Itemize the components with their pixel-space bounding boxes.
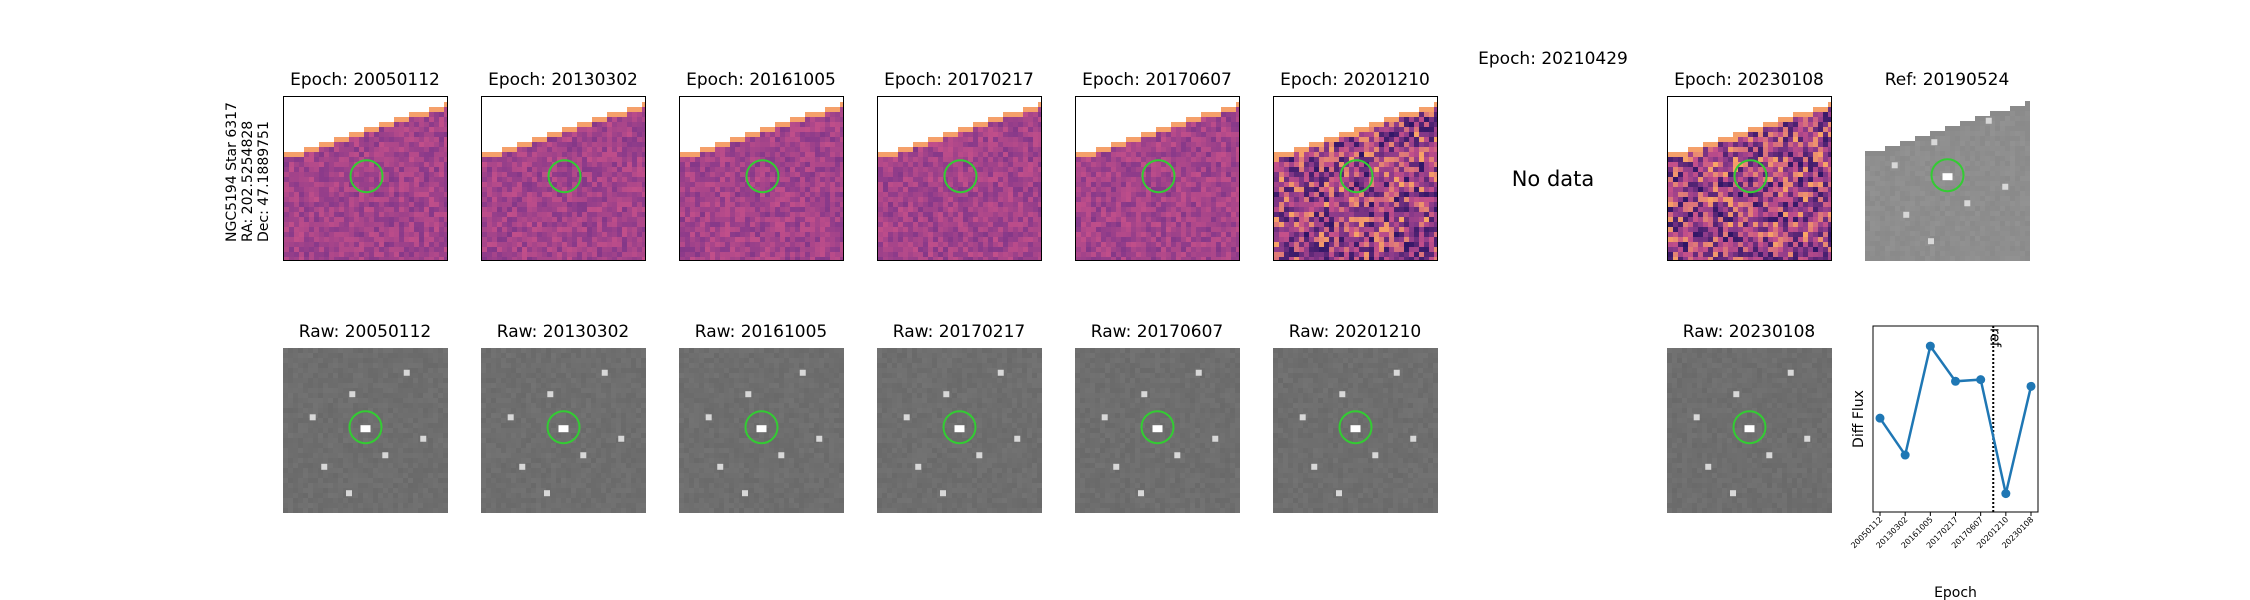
- cutout-image: [1074, 348, 1240, 513]
- cutout-image: [1667, 97, 1831, 260]
- raw-title: Raw: 20050112: [298, 322, 432, 342]
- cutout-image: [1666, 348, 1832, 513]
- raw-title: Raw: 20161005: [694, 322, 828, 342]
- y-axis-label: Diff Flux: [1851, 390, 1867, 448]
- reference-image: [1864, 96, 2030, 261]
- target-circle: [1141, 159, 1175, 194]
- data-point: [2026, 381, 2036, 391]
- target-circle: [1732, 410, 1766, 445]
- epoch-title: Epoch: 20170607: [1082, 70, 1232, 90]
- data-point: [1875, 413, 1885, 423]
- difference-image: [1666, 96, 1832, 261]
- target-circle: [348, 410, 382, 445]
- target-circle: [1140, 410, 1174, 445]
- diff-flux-series-line: [1878, 343, 2033, 494]
- epoch-title: Epoch: 20161005: [686, 70, 836, 90]
- x-axis-label: Epoch: [1934, 585, 1977, 600]
- data-point: [1925, 341, 1935, 351]
- cutout-image: [282, 348, 448, 513]
- plot-frame: [1872, 325, 2039, 513]
- raw-image: [282, 348, 448, 513]
- target-circle: [349, 159, 383, 194]
- difference-image: [1272, 96, 1438, 261]
- target-circle: [546, 410, 580, 445]
- data-point: [1900, 450, 1910, 460]
- epoch-title: Epoch: 20201210: [1280, 70, 1430, 90]
- cutout-image: [480, 348, 646, 513]
- epoch-title: Epoch: 20050112: [290, 70, 440, 90]
- cutout-image: [877, 97, 1041, 260]
- raw-image: [1666, 348, 1832, 513]
- data-point: [1976, 375, 1986, 385]
- target-circle: [745, 159, 779, 194]
- epoch-title: Epoch: 20210429: [1478, 49, 1628, 69]
- data-point: [1951, 376, 1960, 386]
- cutout-image: [876, 348, 1042, 513]
- target-circle: [942, 410, 976, 445]
- raw-title: Raw: 20230108: [1682, 322, 1816, 342]
- target-circle: [1930, 158, 1964, 193]
- difference-image: [282, 96, 448, 261]
- epoch-title: Epoch: 20170217: [884, 70, 1034, 90]
- raw-image: [1272, 348, 1438, 513]
- target-circle: [744, 410, 778, 445]
- difference-image: [1074, 96, 1240, 261]
- epoch-title: Ref: 20190524: [1884, 70, 2010, 90]
- target-circle: [1339, 159, 1373, 194]
- raw-title: Raw: 20170607: [1090, 322, 1224, 342]
- target-circle: [547, 159, 581, 194]
- raw-image: [1074, 348, 1240, 513]
- epoch-title: Epoch: 20230108: [1674, 70, 1824, 90]
- ref-line-label: ref: [1986, 328, 2002, 348]
- raw-title: Raw: 20130302: [496, 322, 630, 342]
- cutout-image: [1075, 97, 1239, 260]
- raw-image: [480, 348, 646, 513]
- cutout-image: [1272, 348, 1438, 513]
- target-circle: [943, 159, 977, 194]
- difference-image: [678, 96, 844, 261]
- target-circle: [1733, 159, 1767, 194]
- cutout-image: [679, 97, 843, 260]
- target-circle: [1338, 410, 1372, 445]
- cutout-image: [1273, 97, 1437, 260]
- difference-image: [876, 96, 1042, 261]
- raw-title: Raw: 20170217: [892, 322, 1026, 342]
- raw-image: [876, 348, 1042, 513]
- no-data-text: No data: [1511, 166, 1595, 191]
- epoch-title: Epoch: 20130302: [488, 70, 638, 90]
- raw-title: Raw: 20201210: [1288, 322, 1422, 342]
- cutout-image: [481, 97, 645, 260]
- data-point: [2001, 489, 2011, 499]
- difference-image: [480, 96, 646, 261]
- cutout-image: [283, 97, 447, 260]
- cutout-image: [678, 348, 844, 513]
- cutout-image: [1864, 96, 2030, 261]
- raw-image: [678, 348, 844, 513]
